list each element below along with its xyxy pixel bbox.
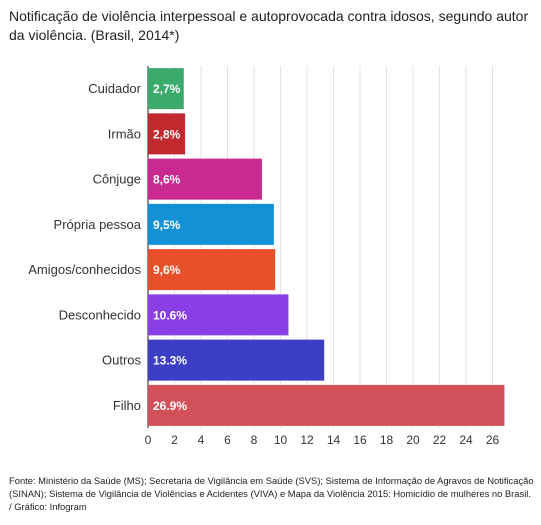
category-labels: Cuidador Irmão Cônjuge Própria pessoa Amigos… [28,81,141,413]
category-label: Cuidador [88,81,141,96]
category-label: Própria pessoa [54,217,142,232]
bar [148,68,184,110]
data-label: 13.3% [153,354,187,368]
bar [148,249,276,291]
bar [148,113,186,155]
x-tick-label: 14 [327,433,341,447]
x-tick-label: 10 [274,433,288,447]
x-tick-labels: 0 2 4 6 8 10 12 14 16 18 20 22 24 26 [145,433,500,447]
category-label: Filho [113,398,141,413]
bar [148,384,505,426]
bar [148,203,274,245]
data-label: 26.9% [153,399,187,413]
data-label: 8,6% [153,173,181,187]
source-footnote: Fonte: Ministério da Saúde (MS); Secreta… [9,475,534,512]
category-label: Irmão [108,126,141,141]
x-tick-label: 12 [300,433,314,447]
data-label: 2,7% [153,82,181,96]
x-tick-label: 2 [171,433,178,447]
bar [148,294,289,336]
category-label: Amigos/conhecidos [28,262,141,277]
chart-title: Notificação de violência interpessoal e … [9,8,529,43]
x-tick-label: 24 [459,433,473,447]
bar-chart: 2,7% 2,8% 8,6% 9,5% 9,6% 10.6% 13.3% 26.9% Cuid… [28,66,505,447]
x-tick-label: 22 [433,433,447,447]
category-label: Desconhecido [59,307,141,322]
x-tick-label: 6 [224,433,231,447]
category-label: Cônjuge [93,172,141,187]
bar [148,158,262,200]
bars: 2,7% 2,8% 8,6% 9,5% 9,6% 10.6% 13.3% 26.9% [148,68,505,426]
data-label: 10.6% [153,308,187,322]
x-tick-label: 8 [251,433,258,447]
x-tick-label: 0 [145,433,152,447]
data-label: 2,8% [153,127,181,141]
x-tick-label: 18 [380,433,394,447]
x-tick-label: 4 [198,433,205,447]
x-tick-label: 26 [486,433,500,447]
bar [148,339,325,381]
data-label: 9,5% [153,218,181,232]
category-label: Outros [102,353,142,368]
data-label: 9,6% [153,263,181,277]
x-tick-label: 20 [406,433,420,447]
x-tick-label: 16 [353,433,367,447]
